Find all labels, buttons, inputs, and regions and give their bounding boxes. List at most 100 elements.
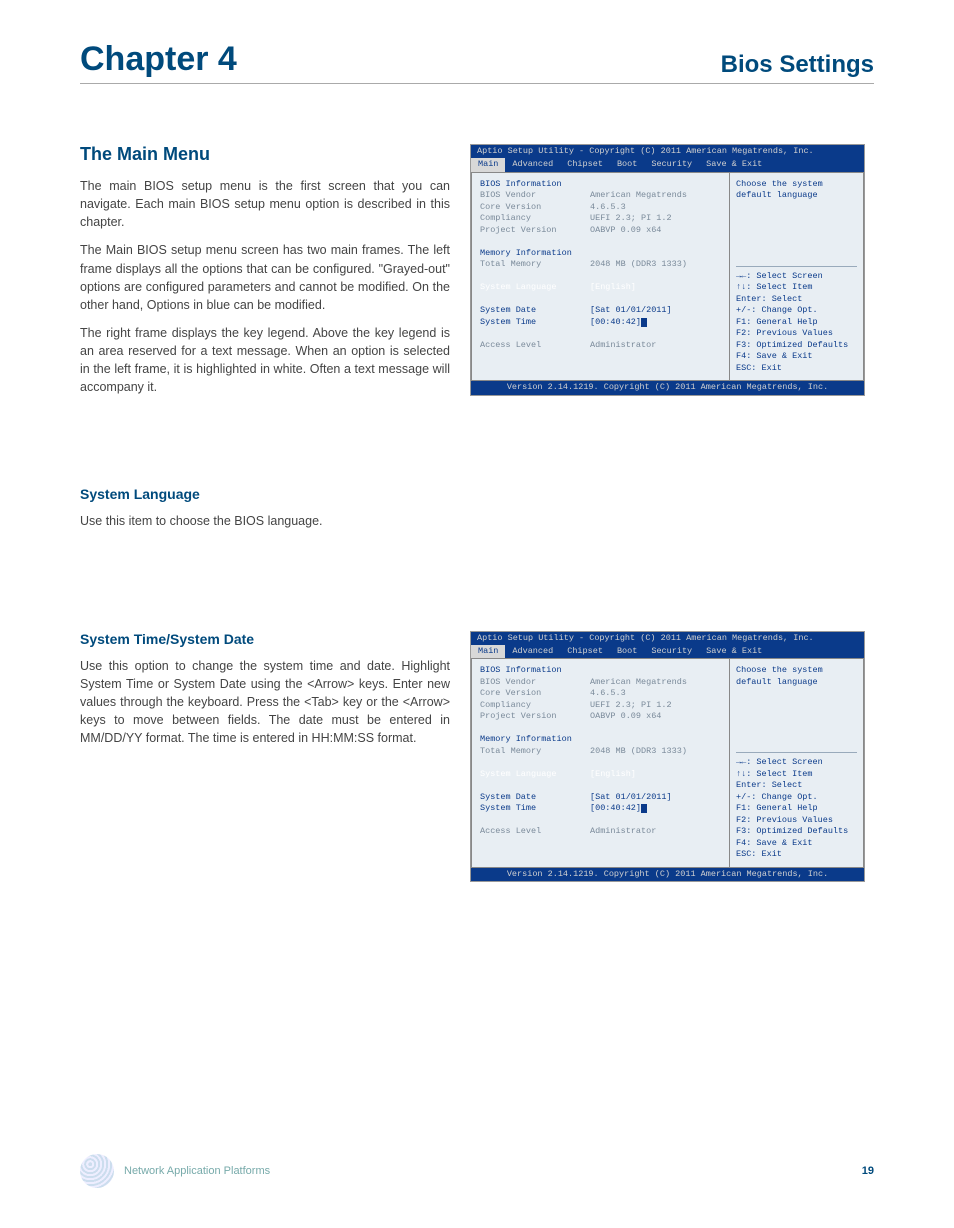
bios-tab-bar: MainAdvancedChipsetBootSecuritySave & Ex…	[471, 645, 864, 658]
bios-row-value	[590, 248, 721, 259]
bios-title-bar: Aptio Setup Utility - Copyright (C) 2011…	[471, 632, 864, 645]
bios-row-label	[480, 757, 590, 768]
bios-row-value: UEFI 2.3; PI 1.2	[590, 213, 721, 224]
paragraph: The right frame displays the key legend.…	[80, 324, 450, 397]
bios-body: BIOS InformationBIOS VendorAmerican Mega…	[471, 658, 864, 867]
bios-row	[480, 294, 721, 305]
bios-row: BIOS Information	[480, 665, 721, 676]
bios-tab[interactable]: Chipset	[560, 158, 610, 171]
bios-key-legend: F1: General Help	[736, 803, 857, 814]
bios-row: CompliancyUEFI 2.3; PI 1.2	[480, 213, 721, 224]
bios-tab[interactable]: Boot	[610, 158, 644, 171]
bios-key-legend: +/-: Change Opt.	[736, 305, 857, 316]
bios-row-value: 4.6.5.3	[590, 688, 721, 699]
bios-help-text: Choose the system	[736, 665, 857, 676]
bios-row[interactable]: System Time[00:40:42]	[480, 317, 721, 328]
bios-body: BIOS InformationBIOS VendorAmerican Mega…	[471, 172, 864, 381]
bios-row-label	[480, 723, 590, 734]
bios-row-label: Project Version	[480, 711, 590, 722]
bios-left-panel: BIOS InformationBIOS VendorAmerican Mega…	[471, 172, 729, 381]
bios-row: Memory Information	[480, 734, 721, 745]
bios-tab[interactable]: Security	[644, 158, 699, 171]
page-number: 19	[862, 1165, 874, 1177]
bios-row-label: Memory Information	[480, 248, 590, 259]
bios-tab[interactable]: Advanced	[505, 158, 560, 171]
bios-tab[interactable]: Save & Exit	[699, 645, 769, 658]
bios-row-label	[480, 236, 590, 247]
bios-row: Access LevelAdministrator	[480, 340, 721, 351]
bios-row-label: System Language	[480, 769, 590, 780]
bios-row-value: [00:40:42]	[590, 317, 721, 328]
bios-row-label: Access Level	[480, 340, 590, 351]
bios-row-value: 2048 MB (DDR3 1333)	[590, 259, 721, 270]
cursor-icon	[641, 804, 647, 813]
bios-left-panel: BIOS InformationBIOS VendorAmerican Mega…	[471, 658, 729, 867]
section-system-language: System Language Use this item to choose …	[80, 486, 874, 530]
bios-row-label: BIOS Information	[480, 665, 590, 676]
heading-system-time: System Time/System Date	[80, 631, 450, 647]
bios-row: Total Memory2048 MB (DDR3 1333)	[480, 746, 721, 757]
bios-row-value: OABVP 0.09 x64	[590, 711, 721, 722]
bios-row-value: Administrator	[590, 826, 721, 837]
bios-row-label: BIOS Vendor	[480, 677, 590, 688]
bios-row-label: System Date	[480, 305, 590, 316]
bios-row-label: Project Version	[480, 225, 590, 236]
bios-row: BIOS Information	[480, 179, 721, 190]
bios-tab[interactable]: Save & Exit	[699, 158, 769, 171]
bios-screenshot: Aptio Setup Utility - Copyright (C) 2011…	[470, 144, 865, 396]
bios-row-label	[480, 780, 590, 791]
bios-key-legend: F2: Previous Values	[736, 815, 857, 826]
bios-row-label	[480, 815, 590, 826]
bios-row-value	[590, 328, 721, 339]
bios-row-label: BIOS Vendor	[480, 190, 590, 201]
bios-row: System Language[English]	[480, 769, 721, 780]
bios-tab[interactable]: Main	[471, 158, 505, 171]
bios-tab[interactable]: Advanced	[505, 645, 560, 658]
bios-row	[480, 780, 721, 791]
bios-row-label: System Date	[480, 792, 590, 803]
bios-row-label	[480, 328, 590, 339]
bios-row-value: 4.6.5.3	[590, 202, 721, 213]
bios-row: BIOS VendorAmerican Megatrends	[480, 677, 721, 688]
bios-row[interactable]: System Time[00:40:42]	[480, 803, 721, 814]
bios-row: Memory Information	[480, 248, 721, 259]
bios-row-value	[590, 723, 721, 734]
bios-row	[480, 271, 721, 282]
bios-row-label	[480, 294, 590, 305]
heading-main-menu: The Main Menu	[80, 144, 450, 165]
bios-row-label: System Language	[480, 282, 590, 293]
bios-key-legend: →←: Select Screen	[736, 271, 857, 282]
bios-row[interactable]: System Date[Sat 01/01/2011]	[480, 305, 721, 316]
bios-help-text: default language	[736, 677, 857, 688]
bios-tab[interactable]: Main	[471, 645, 505, 658]
bios-key-legend: F3: Optimized Defaults	[736, 826, 857, 837]
section-system-time: System Time/System Date Use this option …	[80, 631, 874, 883]
bios-row: CompliancyUEFI 2.3; PI 1.2	[480, 700, 721, 711]
bios-key-legend: ↑↓: Select Item	[736, 282, 857, 293]
bios-tab-bar: MainAdvancedChipsetBootSecuritySave & Ex…	[471, 158, 864, 171]
bios-row-value	[590, 665, 721, 676]
bios-row-value: [English]	[590, 282, 721, 293]
bios-row	[480, 236, 721, 247]
bios-row-label: Total Memory	[480, 259, 590, 270]
logo-icon	[80, 1154, 114, 1188]
section-main-menu: The Main Menu The main BIOS setup menu i…	[80, 144, 874, 406]
bios-row-value: American Megatrends	[590, 190, 721, 201]
bios-key-legend: F2: Previous Values	[736, 328, 857, 339]
bios-row-value: UEFI 2.3; PI 1.2	[590, 700, 721, 711]
heading-system-language: System Language	[80, 486, 874, 502]
paragraph: The main BIOS setup menu is the first sc…	[80, 177, 450, 231]
bios-row-label: Compliancy	[480, 700, 590, 711]
bios-help-panel: Choose the systemdefault language→←: Sel…	[729, 658, 864, 867]
bios-row-value	[590, 271, 721, 282]
bios-tab[interactable]: Boot	[610, 645, 644, 658]
paragraph: Use this item to choose the BIOS languag…	[80, 512, 450, 530]
bios-row[interactable]: System Date[Sat 01/01/2011]	[480, 792, 721, 803]
bios-row: Project VersionOABVP 0.09 x64	[480, 225, 721, 236]
bios-row: Core Version4.6.5.3	[480, 688, 721, 699]
bios-tab[interactable]: Chipset	[560, 645, 610, 658]
bios-tab[interactable]: Security	[644, 645, 699, 658]
bios-row-value	[590, 734, 721, 745]
bios-row: Access LevelAdministrator	[480, 826, 721, 837]
bios-key-legend: F4: Save & Exit	[736, 351, 857, 362]
